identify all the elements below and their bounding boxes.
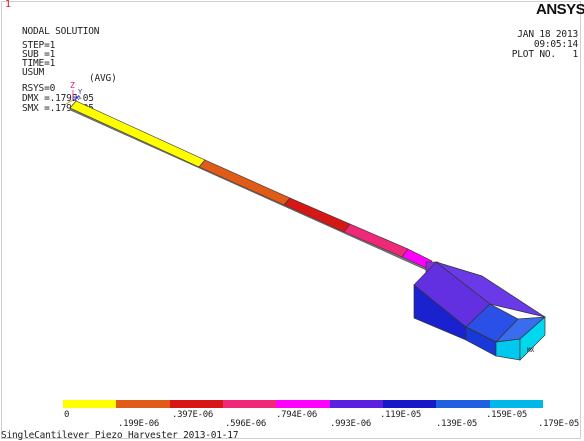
usum-label: USUM	[22, 67, 45, 78]
window-number: 1	[5, 0, 11, 10]
triad-z-label: Z	[70, 81, 75, 90]
sub-value: SUB =1	[22, 49, 56, 60]
legend-color-band	[116, 400, 170, 408]
plot-time: 09:05:14	[533, 39, 578, 50]
beam-segment-red	[283, 197, 351, 233]
triad-y-label: Y	[78, 88, 83, 96]
legend-color-band	[382, 400, 437, 408]
contour-legend-bar	[63, 400, 543, 408]
legend-label: .119E-05	[380, 410, 421, 420]
legend-color-band	[436, 400, 490, 408]
smx-value: SMX =.179E-05	[22, 103, 94, 114]
dmx-value: DMX =.179E-05	[22, 93, 94, 104]
legend-color-band	[222, 400, 277, 408]
rsys-value: RSYS=0	[22, 83, 56, 94]
legend-color-band	[169, 400, 223, 408]
avg-label: (AVG)	[89, 73, 117, 84]
time-value: TIME=1	[22, 58, 56, 69]
legend-label: .397E-06	[172, 410, 213, 420]
legend-label: .993E-06	[330, 419, 371, 429]
legend-label: 0	[64, 410, 70, 420]
legend-color-band	[276, 400, 330, 408]
triad-x-label: X	[75, 94, 80, 102]
legend-color-band	[329, 400, 383, 408]
beam-segment-pink	[343, 223, 409, 258]
tip-mass-front-c	[495, 338, 521, 361]
mx-marker: MX	[527, 347, 535, 354]
legend-label: .139E-05	[436, 419, 477, 429]
legend-label: .159E-05	[486, 410, 527, 420]
tip-mass	[413, 261, 547, 361]
beam-segment-orange	[198, 159, 291, 206]
plot-date: JAN 18 2013	[517, 29, 578, 40]
legend-label: .179E-05	[538, 419, 579, 429]
ansys-logo: ANSYS	[536, 1, 584, 18]
beam-segment-yellow	[69, 100, 206, 168]
legend-label: .596E-06	[225, 419, 266, 429]
legend-label: .199E-06	[118, 419, 159, 429]
coordinate-triad	[65, 90, 81, 105]
legend-label: .794E-06	[276, 410, 317, 420]
nodal-solution-title: NODAL SOLUTION	[22, 26, 100, 37]
plot-number: PLOT NO. 1	[511, 49, 578, 60]
tip-mass-end-face	[519, 316, 546, 361]
step-value: STEP=1	[22, 40, 56, 51]
plot-caption: SingleCantilever Piezo Harvester 2013-01…	[1, 430, 239, 441]
legend-color-band	[489, 400, 543, 408]
cantilever-beam	[69, 100, 433, 271]
beam-side-face	[69, 107, 427, 271]
legend-color-band	[63, 400, 117, 408]
